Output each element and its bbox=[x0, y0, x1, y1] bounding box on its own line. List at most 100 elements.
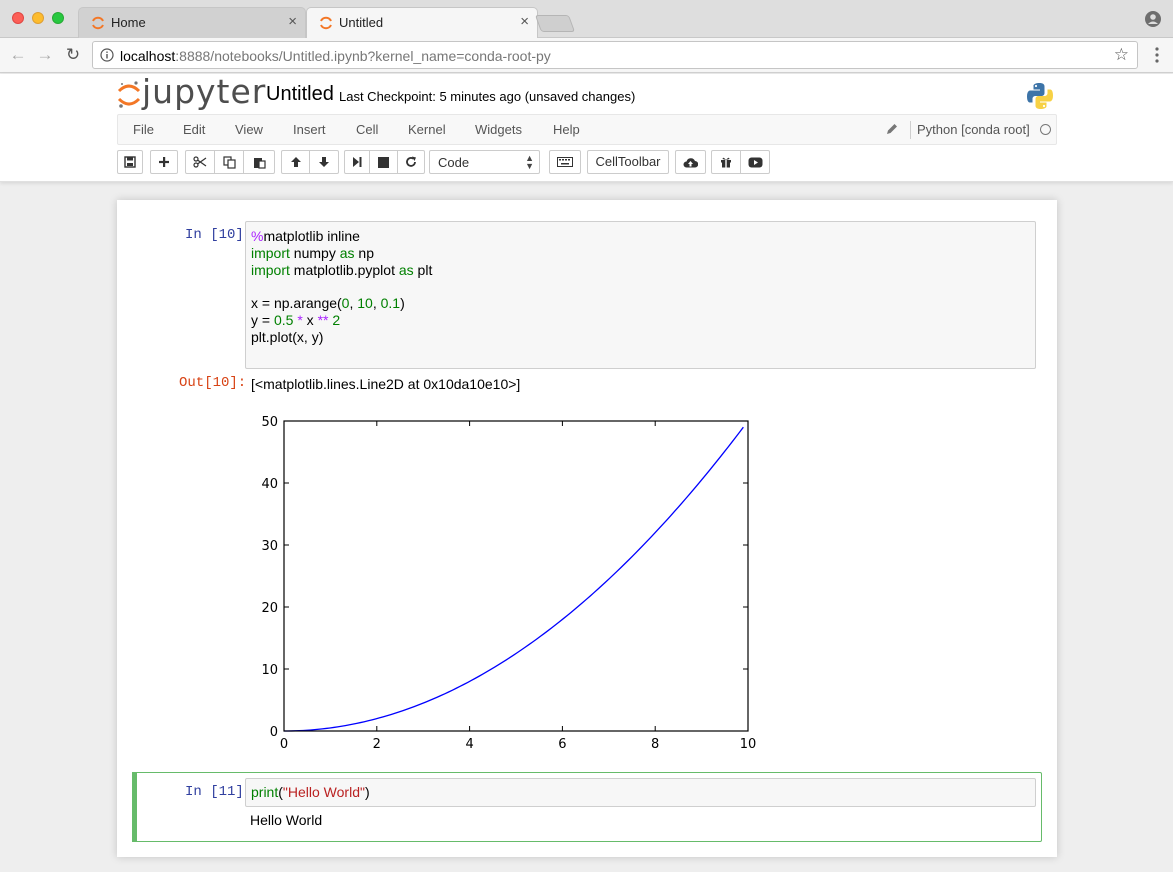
new-tab-button[interactable] bbox=[534, 15, 576, 32]
save-icon bbox=[124, 156, 136, 168]
y-tick-label: 0 bbox=[270, 725, 278, 740]
y-tick-label: 50 bbox=[261, 415, 278, 430]
cloud-upload-icon bbox=[683, 157, 698, 167]
paste-button[interactable] bbox=[243, 150, 275, 174]
upload-button[interactable] bbox=[675, 150, 706, 174]
gift-button[interactable] bbox=[711, 150, 741, 174]
save-button[interactable] bbox=[117, 150, 143, 174]
menu-edit[interactable]: Edit bbox=[183, 122, 206, 137]
restart-kernel-button[interactable] bbox=[397, 150, 425, 174]
command-palette-button[interactable] bbox=[549, 150, 581, 174]
notebook-title[interactable]: Untitled bbox=[266, 83, 334, 105]
code-editor[interactable]: %matplotlib inline import numpy as np im… bbox=[245, 221, 1036, 369]
menu-insert[interactable]: Insert bbox=[293, 122, 326, 137]
interrupt-kernel-button[interactable] bbox=[369, 150, 398, 174]
menu-file[interactable]: File bbox=[133, 122, 154, 137]
info-icon[interactable] bbox=[100, 48, 114, 62]
browser-toolbar: ← → ↻ localhost:8888/notebooks/Untitled.… bbox=[0, 38, 1173, 73]
select-arrows-icon: ▲ ▼ bbox=[525, 153, 534, 171]
url-path: :8888/notebooks/Untitled.ipynb?kernel_na… bbox=[175, 48, 551, 64]
scissors-icon bbox=[193, 156, 207, 168]
x-tick-label: 4 bbox=[465, 737, 473, 752]
code-line: %matplotlib inline bbox=[251, 228, 360, 244]
browser-tab-strip: Home × Untitled × bbox=[0, 0, 1173, 39]
tab-untitled[interactable]: Untitled × bbox=[306, 7, 538, 39]
arrow-up-icon bbox=[290, 157, 301, 167]
minimize-window-button[interactable] bbox=[32, 12, 44, 24]
celltoolbar-button[interactable]: CellToolbar bbox=[587, 150, 669, 174]
x-tick-label: 0 bbox=[280, 737, 288, 752]
plot-frame bbox=[283, 420, 749, 732]
jupyter-favicon-icon bbox=[320, 16, 332, 30]
gift-icon bbox=[721, 157, 731, 168]
url-text[interactable]: localhost:8888/notebooks/Untitled.ipynb?… bbox=[120, 48, 551, 64]
url-host: localhost bbox=[120, 48, 176, 64]
series-line bbox=[283, 426, 744, 732]
code-line: import numpy as np bbox=[251, 245, 374, 261]
copy-button[interactable] bbox=[214, 150, 244, 174]
menu-kernel[interactable]: Kernel bbox=[408, 122, 446, 137]
y-tick-label: 10 bbox=[261, 663, 278, 678]
tab-label: Untitled bbox=[339, 15, 384, 30]
insert-cell-button[interactable] bbox=[150, 150, 178, 174]
back-button[interactable]: ← bbox=[9, 45, 27, 64]
line-chart: 0 2 4 6 8 10 0 10 20 30 40 50 bbox=[261, 415, 756, 752]
x-tick-label: 2 bbox=[373, 737, 381, 752]
paste-icon bbox=[253, 157, 266, 169]
move-cell-down-button[interactable] bbox=[309, 150, 339, 174]
python-logo-icon bbox=[1027, 83, 1053, 109]
tab-label: Home bbox=[111, 15, 146, 30]
code-line: print("Hello World") bbox=[251, 784, 370, 800]
cut-button[interactable] bbox=[185, 150, 215, 174]
menu-view[interactable]: View bbox=[235, 122, 263, 137]
code-line: plt.plot(x, y) bbox=[251, 329, 324, 345]
edit-mode-indicator bbox=[132, 772, 137, 842]
move-cell-up-button[interactable] bbox=[281, 150, 310, 174]
jupyter-logo-icon[interactable] bbox=[117, 78, 141, 112]
profile-icon[interactable] bbox=[1145, 11, 1161, 27]
pencil-icon[interactable] bbox=[885, 122, 899, 136]
jupyter-favicon-icon bbox=[92, 16, 104, 30]
run-cell-button[interactable] bbox=[344, 150, 370, 174]
code-line: import matplotlib.pyplot as plt bbox=[251, 262, 433, 278]
stop-icon bbox=[378, 156, 389, 168]
forward-button[interactable]: → bbox=[36, 45, 54, 64]
output-prompt: Out[10]: bbox=[179, 375, 247, 391]
code-editor[interactable]: print("Hello World") bbox=[245, 778, 1036, 807]
close-window-button[interactable] bbox=[12, 12, 24, 24]
more-options-icon[interactable] bbox=[1155, 47, 1159, 63]
notebook-menubar: File Edit View Insert Cell Kernel Widget… bbox=[117, 114, 1057, 145]
keyboard-icon bbox=[557, 157, 573, 167]
output-text: [<matplotlib.lines.Line2D at 0x10da10e10… bbox=[251, 376, 521, 392]
input-prompt: In [11]: bbox=[185, 784, 253, 800]
kernel-name[interactable]: Python [conda root] bbox=[917, 122, 1030, 137]
tab-home[interactable]: Home × bbox=[78, 7, 306, 38]
input-prompt: In [10]: bbox=[185, 227, 253, 243]
close-tab-icon[interactable]: × bbox=[288, 13, 297, 30]
kernel-idle-indicator-icon bbox=[1040, 124, 1051, 135]
menu-widgets[interactable]: Widgets bbox=[475, 122, 522, 137]
slideshow-button[interactable] bbox=[740, 150, 770, 174]
plus-icon bbox=[159, 157, 169, 167]
selected-cell[interactable] bbox=[132, 772, 1042, 842]
menu-cell[interactable]: Cell bbox=[356, 122, 379, 137]
menu-help[interactable]: Help bbox=[553, 122, 580, 137]
x-tick-label: 10 bbox=[740, 737, 757, 752]
y-tick-label: 40 bbox=[261, 477, 278, 492]
jupyter-logo-text[interactable]: jupyter bbox=[142, 72, 267, 111]
cell-type-select[interactable]: Code ▲ ▼ bbox=[429, 150, 540, 174]
star-icon[interactable]: ☆ bbox=[1113, 45, 1129, 64]
x-tick-label: 6 bbox=[558, 737, 566, 752]
arrow-down-icon bbox=[319, 157, 329, 167]
close-tab-icon[interactable]: × bbox=[520, 13, 529, 30]
step-forward-icon bbox=[353, 157, 362, 167]
copy-icon bbox=[222, 155, 236, 169]
refresh-icon bbox=[406, 156, 416, 167]
code-line: y = 0.5 * x ** 2 bbox=[251, 312, 341, 328]
zoom-window-button[interactable] bbox=[52, 12, 64, 24]
plot-area: 0 2 4 6 8 10 0 10 20 30 40 50 bbox=[261, 415, 756, 752]
menubar-divider bbox=[910, 121, 911, 139]
address-bar[interactable]: localhost:8888/notebooks/Untitled.ipynb?… bbox=[92, 41, 1138, 69]
reload-button[interactable]: ↻ bbox=[65, 45, 81, 64]
x-tick-label: 8 bbox=[651, 737, 659, 752]
